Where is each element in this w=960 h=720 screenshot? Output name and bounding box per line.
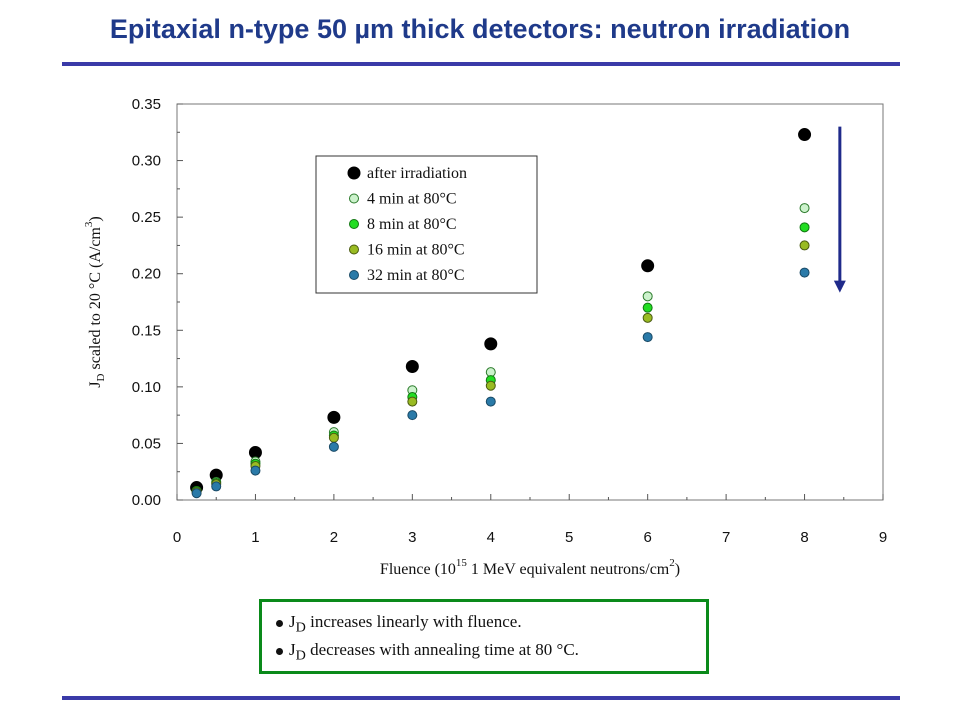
x-tick-label: 7 [722, 529, 730, 546]
data-point-series-1 [484, 337, 498, 351]
data-point-series-1 [405, 359, 419, 373]
data-point-series-1 [327, 410, 341, 424]
x-tick-label: 4 [487, 529, 495, 546]
y-axis-label: JD scaled to 20 °C (A/cm3) [83, 216, 107, 387]
legend-label: 8 min at 80°C [367, 216, 457, 233]
bullet-icon [276, 647, 283, 655]
y-tick-labels: 0.00 0.05 0.10 0.15 0.20 0.25 0.30 0.35 [132, 96, 161, 509]
data-point-series-5 [642, 332, 653, 343]
scatter-chart: 0.00 0.05 0.10 0.15 0.20 0.25 0.30 0.35 0 1 2 3 4 5 6… [83, 96, 887, 578]
bottom-divider [62, 696, 900, 700]
summary-box: JD increases linearly with fluence. JD d… [259, 599, 709, 674]
y-tick-label: 0.25 [132, 209, 161, 226]
page-title: Epitaxial n-type 50 µm thick detectors: … [109, 14, 851, 44]
data-point-series-5 [250, 465, 261, 476]
y-tick-label: 0.10 [132, 379, 161, 396]
data-point-series-4 [799, 240, 810, 251]
x-tick-label: 3 [408, 529, 416, 546]
y-tick-label: 0.05 [132, 435, 161, 452]
y-tick-label: 0.35 [132, 96, 161, 113]
data-point-series-3 [799, 222, 810, 233]
annealing-arrow [833, 126, 846, 293]
arrow-head [833, 280, 846, 293]
x-tick-label: 0 [173, 529, 181, 546]
data-point-series-4 [485, 380, 496, 391]
legend-marker [347, 166, 361, 180]
y-tick-label: 0.15 [132, 322, 161, 339]
data-points [190, 128, 812, 499]
x-tick-label: 9 [879, 529, 887, 546]
x-tick-label: 1 [251, 529, 259, 546]
bullet-icon [276, 619, 283, 627]
data-point-series-1 [641, 259, 655, 273]
chart-legend: after irradiation 4 min at 80°C 8 min at 8… [315, 155, 538, 294]
data-point-series-2 [642, 291, 653, 302]
legend-label: 32 min at 80°C [367, 267, 465, 284]
x-axis-label: Fluence (1015 1 MeV equivalent neutrons/… [380, 557, 680, 578]
summary-item-1: JD increases linearly with fluence. [276, 608, 696, 636]
data-point-series-5 [799, 267, 810, 278]
x-tick-label: 5 [565, 529, 573, 546]
data-point-series-3 [642, 302, 653, 313]
x-tick-label: 2 [330, 529, 338, 546]
legend-marker [349, 219, 359, 229]
data-point-series-5 [328, 441, 339, 452]
axis-ticks [176, 103, 884, 501]
data-point-series-1 [798, 128, 812, 142]
legend-marker [349, 270, 359, 280]
data-point-series-4 [328, 432, 339, 443]
data-point-series-5 [191, 488, 202, 499]
data-point-series-5 [211, 481, 222, 492]
top-divider [62, 62, 900, 66]
legend-marker [349, 193, 359, 204]
data-point-series-5 [485, 396, 496, 407]
data-point-series-4 [407, 396, 418, 407]
legend-label: after irradiation [367, 165, 467, 182]
data-point-series-5 [407, 410, 418, 421]
legend-marker [349, 244, 359, 255]
y-tick-label: 0.00 [132, 492, 161, 509]
data-point-series-4 [642, 312, 653, 323]
legend-label: 4 min at 80°C [367, 191, 457, 208]
y-tick-label: 0.30 [132, 153, 161, 170]
x-tick-label: 8 [800, 529, 808, 546]
y-tick-label: 0.20 [132, 266, 161, 283]
summary-item-2: JD decreases with annealing time at 80 °… [276, 636, 696, 664]
data-point-series-2 [799, 203, 810, 214]
x-tick-labels: 0 1 2 3 4 5 6 7 8 9 [173, 529, 887, 546]
legend-label: 16 min at 80°C [367, 242, 465, 259]
x-tick-label: 6 [643, 529, 651, 546]
